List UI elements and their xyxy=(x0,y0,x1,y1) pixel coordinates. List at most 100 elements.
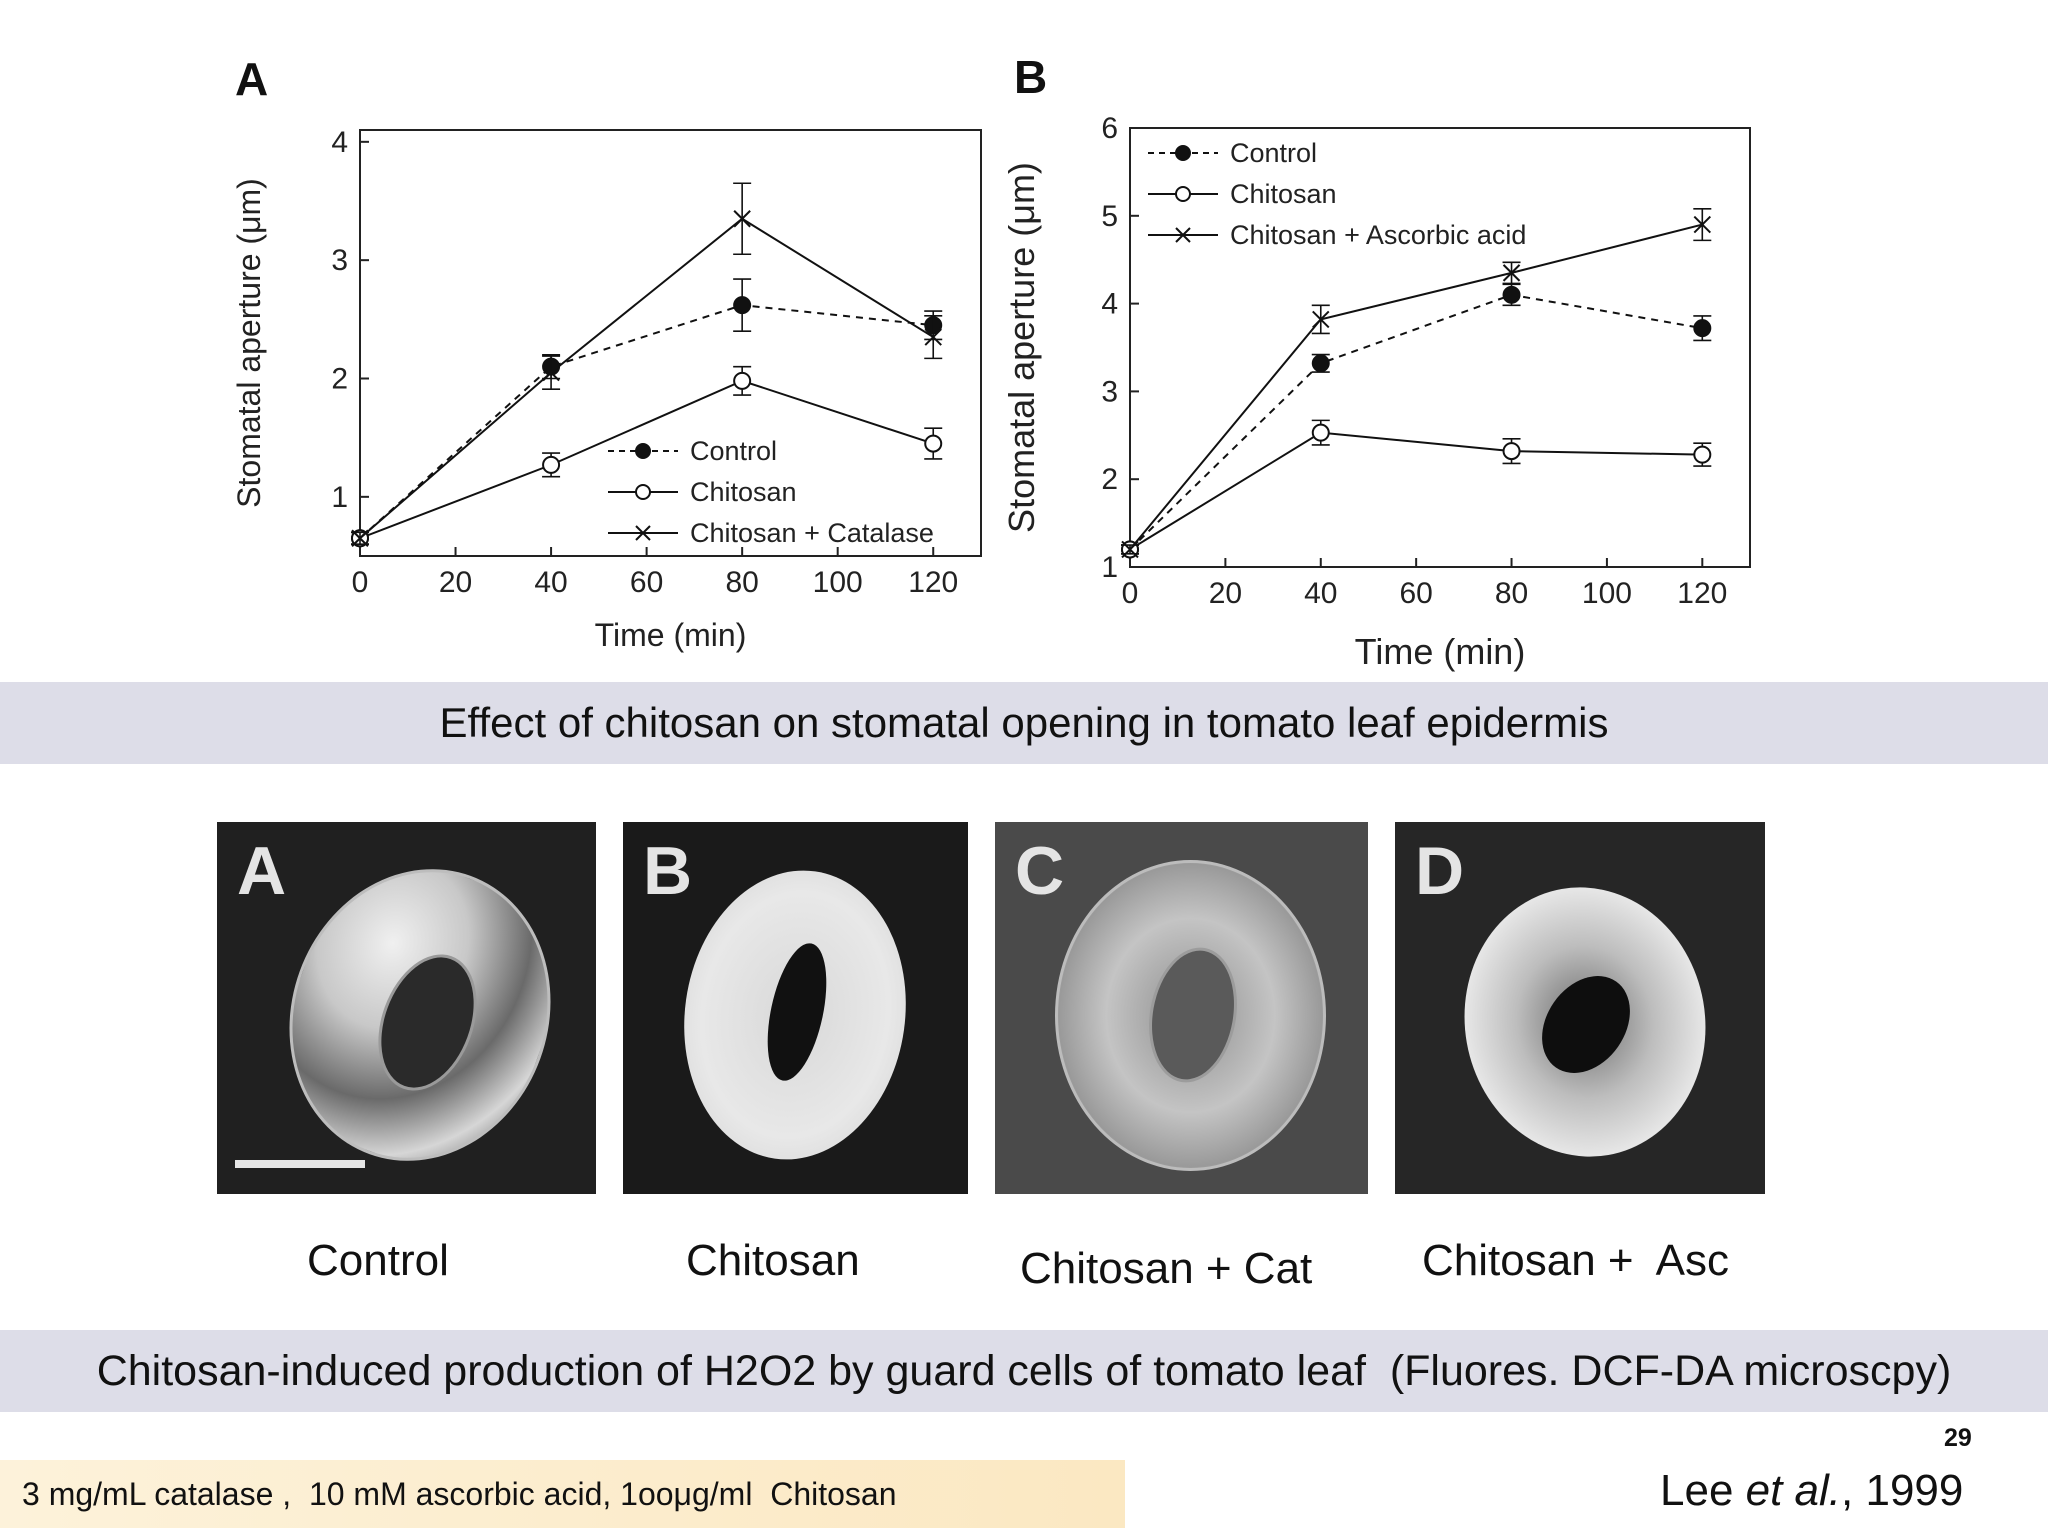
x-axis-label: Time (min) xyxy=(595,617,747,653)
marker-stroke xyxy=(1312,310,1330,329)
chart-b: 0 20 40 60 80 100 120 1 2 3 4 5 6 Time (min) Stomatal … xyxy=(1001,112,1751,672)
x-tick-label: 120 xyxy=(1677,577,1727,610)
micrograph-letter: B xyxy=(643,833,693,909)
micrograph-letter: D xyxy=(1415,833,1465,909)
series-line xyxy=(1129,293,1703,551)
series-chitosan xyxy=(351,365,943,548)
data-point xyxy=(635,484,651,500)
legend-entry: Control xyxy=(690,436,777,466)
data-point xyxy=(1312,310,1330,329)
data-point xyxy=(1175,227,1191,243)
series-line xyxy=(359,379,934,540)
series-chitosan-catalase xyxy=(351,182,943,547)
marker-stroke xyxy=(733,210,751,228)
series-line xyxy=(1129,431,1703,551)
legend-entry: Chitosan xyxy=(1230,179,1337,209)
data-point xyxy=(1175,186,1191,202)
scale-bar xyxy=(235,1160,365,1168)
marker-stroke xyxy=(1502,264,1521,282)
data-point xyxy=(542,455,561,474)
x-tick-label: 120 xyxy=(908,566,958,599)
micrograph-label-chitosan: Chitosan xyxy=(686,1236,860,1285)
data-point xyxy=(924,434,943,453)
bottom-figure-caption-text: Chitosan-induced production of H2O2 by g… xyxy=(96,1346,1952,1395)
data-point xyxy=(635,525,651,541)
y-tick-label: 6 xyxy=(1101,112,1118,145)
series-chitosan xyxy=(1121,419,1712,559)
data-point xyxy=(733,210,751,228)
micrograph-chitosan: B xyxy=(623,822,968,1194)
data-point xyxy=(733,296,752,315)
legend: Control Chitosan Chitosan + Catalase xyxy=(608,436,934,548)
x-tick-label: 20 xyxy=(439,566,472,599)
chart-a: 0 20 40 60 80 100 120 1 2 3 4 Time (min) Stomatal ap… xyxy=(231,126,982,653)
micrograph-letter: A xyxy=(237,833,287,909)
plot-frame xyxy=(1129,127,1751,568)
series-line xyxy=(359,217,934,540)
citation-year: , 1999 xyxy=(1841,1466,1964,1515)
x-tick-label: 0 xyxy=(352,566,369,599)
citation: Lee et al., 1999 xyxy=(1660,1466,1963,1516)
page-number: 29 xyxy=(1944,1424,1972,1452)
footnote-box: 3 mg/mL catalase , 10 mM ascorbic acid, … xyxy=(0,1460,1125,1528)
chart-a-letter: A xyxy=(235,53,269,105)
y-tick-label: 3 xyxy=(1101,375,1118,408)
x-tick-label: 100 xyxy=(813,566,863,599)
y-tick-label: 1 xyxy=(331,481,348,514)
legend-entry: Chitosan + Ascorbic acid xyxy=(1230,220,1526,250)
y-tick-label: 4 xyxy=(1101,288,1118,321)
legend-entry: Chitosan + Catalase xyxy=(690,518,934,548)
data-point xyxy=(635,443,651,459)
marker-stroke xyxy=(924,328,942,346)
micrograph-chitosan-ascorbic: D xyxy=(1395,822,1765,1194)
top-figure-caption: Effect of chitosan on stomatal opening i… xyxy=(0,682,2048,764)
x-tick-label: 80 xyxy=(1495,577,1528,610)
footnote-text: 3 mg/mL catalase , 10 mM ascorbic acid, … xyxy=(22,1475,897,1512)
marker-stroke xyxy=(542,363,560,382)
x-tick-label: 20 xyxy=(1209,577,1242,610)
y-tick-label: 5 xyxy=(1101,200,1118,233)
legend-entry: Control xyxy=(1230,138,1317,168)
series-control xyxy=(1121,283,1712,559)
legend-entry: Chitosan xyxy=(690,477,797,507)
x-tick-label: 40 xyxy=(534,566,567,599)
y-tick-label: 2 xyxy=(331,363,348,396)
micrograph-letter: C xyxy=(1015,833,1065,909)
x-tick-label: 80 xyxy=(725,566,758,599)
y-axis-label: Stomatal aperture (μm) xyxy=(231,178,267,508)
bottom-figure-caption: Chitosan-induced production of H2O2 by g… xyxy=(0,1330,2048,1412)
series-line xyxy=(1129,223,1703,551)
micrograph-label-chitosan-cat: Chitosan + Cat xyxy=(1020,1244,1313,1293)
y-tick-label: 2 xyxy=(1101,463,1118,496)
data-point xyxy=(1175,145,1191,161)
plot-frame xyxy=(359,129,982,557)
data-point xyxy=(1502,285,1521,304)
x-tick-label: 0 xyxy=(1122,577,1139,610)
data-point xyxy=(1311,354,1330,373)
data-point xyxy=(1121,540,1139,559)
y-axis-label: Stomatal aperture (μm) xyxy=(1001,162,1042,533)
data-point xyxy=(1693,215,1712,234)
x-axis-label: Time (min) xyxy=(1355,631,1526,672)
data-point xyxy=(1693,445,1712,464)
series-chitosan-ascorbic-acid xyxy=(1121,207,1712,559)
citation-etal: et al. xyxy=(1745,1466,1842,1515)
data-point xyxy=(1502,442,1521,461)
data-point xyxy=(351,529,369,547)
marker-stroke xyxy=(1175,227,1191,243)
y-tick-label: 3 xyxy=(331,244,348,277)
citation-author: Lee xyxy=(1660,1466,1746,1515)
data-point xyxy=(1693,319,1712,338)
micrograph-label-control: Control xyxy=(307,1236,449,1285)
x-tick-label: 100 xyxy=(1582,577,1632,610)
chart-b-letter: B xyxy=(1014,51,1048,103)
y-tick-label: 4 xyxy=(331,126,348,159)
micrograph-chitosan-catalase: C xyxy=(995,822,1368,1194)
data-point xyxy=(542,363,560,382)
x-tick-label: 60 xyxy=(630,566,663,599)
marker-stroke xyxy=(635,525,651,541)
legend: Control Chitosan Chitosan + Ascorbic acid xyxy=(1148,138,1526,250)
y-tick-label: 1 xyxy=(1101,551,1118,584)
data-point xyxy=(924,328,942,346)
top-figure-caption-text: Effect of chitosan on stomatal opening i… xyxy=(439,699,1609,746)
